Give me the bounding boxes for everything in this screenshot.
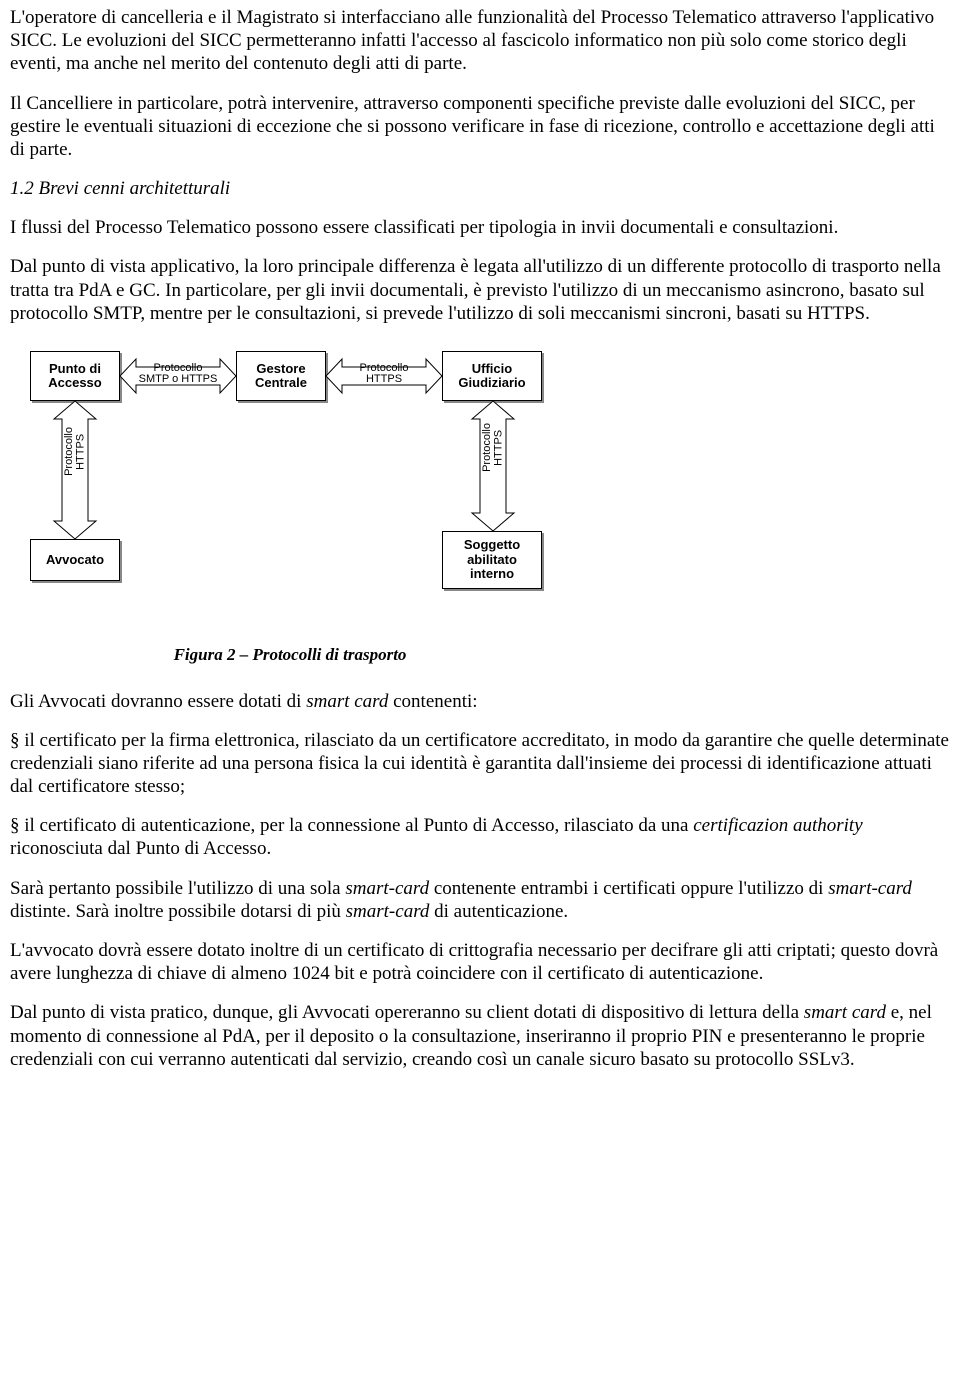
paragraph: L'avvocato dovrà essere dotato inoltre d… (10, 939, 950, 985)
paragraph: Sarà pertanto possibile l'utilizzo di un… (10, 877, 950, 923)
node-soggetto-abilitato-interno: Soggettoabilitatointerno (442, 531, 542, 589)
italic-text: certificazion authority (693, 815, 862, 836)
paragraph: Gli Avvocati dovranno essere dotati di s… (10, 690, 950, 713)
edge-label: ProtocolloHTTPS (482, 423, 505, 472)
text: contenente entrambi i certificati oppure… (429, 878, 828, 899)
diagram-canvas: Punto diAccesso GestoreCentrale UfficioG… (10, 341, 570, 641)
italic-text: smart-card (346, 901, 430, 922)
paragraph: § il certificato per la firma elettronic… (10, 729, 950, 799)
italic-text: smart card (804, 1002, 886, 1023)
figure-2: Punto diAccesso GestoreCentrale UfficioG… (10, 341, 570, 666)
text: Gli Avvocati dovranno essere dotati di (10, 691, 306, 712)
paragraph: Dal punto di vista applicativo, la loro … (10, 255, 950, 325)
text: Dal punto di vista pratico, dunque, gli … (10, 1002, 804, 1023)
document-page: L'operatore di cancelleria e il Magistra… (0, 0, 960, 1107)
node-label: GestoreCentrale (255, 362, 307, 391)
node-ufficio-giudiziario: UfficioGiudiziario (442, 351, 542, 401)
node-label: UfficioGiudiziario (458, 362, 525, 391)
text: contenenti: (388, 691, 477, 712)
italic-text: smart card (306, 691, 388, 712)
figure-caption: Figura 2 – Protocolli di trasporto (10, 645, 570, 666)
text: Sarà pertanto possibile l'utilizzo di un… (10, 878, 345, 899)
paragraph: I flussi del Processo Telematico possono… (10, 216, 950, 239)
text: riconosciuta dal Punto di Accesso. (10, 838, 271, 859)
section-heading: 1.2 Brevi cenni architetturali (10, 177, 950, 200)
italic-text: smart-card (345, 878, 429, 899)
italic-text: smart-card (828, 878, 912, 899)
text: di autenticazione. (429, 901, 568, 922)
edge-label: ProtocolloHTTPS (348, 363, 420, 386)
text: § il certificato di autenticazione, per … (10, 815, 693, 836)
node-label: Punto diAccesso (48, 362, 101, 391)
edge-label: ProtocolloSMTP o HTTPS (134, 363, 222, 386)
text: distinte. Sarà inoltre possibile dotarsi… (10, 901, 346, 922)
node-avvocato: Avvocato (30, 539, 120, 581)
node-punto-di-accesso: Punto diAccesso (30, 351, 120, 401)
paragraph: § il certificato di autenticazione, per … (10, 814, 950, 860)
paragraph: Il Cancelliere in particolare, potrà int… (10, 92, 950, 162)
paragraph: L'operatore di cancelleria e il Magistra… (10, 6, 950, 76)
node-label: Avvocato (46, 553, 104, 567)
paragraph: Dal punto di vista pratico, dunque, gli … (10, 1001, 950, 1071)
node-label: Soggettoabilitatointerno (464, 538, 520, 581)
edge-label: ProtocolloHTTPS (64, 427, 87, 476)
node-gestore-centrale: GestoreCentrale (236, 351, 326, 401)
